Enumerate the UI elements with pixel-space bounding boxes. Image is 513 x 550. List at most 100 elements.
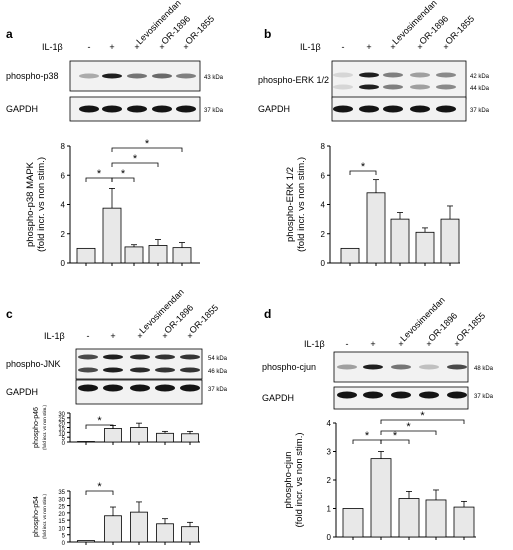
y-tick-label: 15 — [58, 427, 65, 433]
blot-label: GAPDH — [6, 387, 38, 397]
bar — [425, 499, 447, 538]
bar-chart-d: 0 1 2 3 4 * * * * phospho-cjun (fold incr. vs non … — [283, 410, 476, 542]
blot-band — [410, 105, 430, 113]
kda-marker: 37 kDa — [470, 108, 490, 114]
blot-band — [391, 364, 411, 370]
significance-star: * — [97, 481, 102, 493]
blot-band — [78, 367, 98, 373]
bar — [124, 246, 144, 264]
blot-band — [333, 72, 353, 78]
significance-bracket — [111, 162, 159, 167]
panel-d: dIL-1β - + + + +LevosimendanOR-1896OR-1855pho… — [262, 295, 494, 410]
bar — [340, 247, 360, 264]
blot-band — [447, 364, 467, 370]
blot-gapdh: GAPDH 37 kDa — [258, 96, 490, 122]
bar — [102, 207, 122, 264]
significance-star: * — [145, 138, 150, 150]
blot-band — [419, 391, 439, 399]
treatment-sign: + — [417, 42, 422, 52]
y-axis-sublabel: (fold incr. vs non stim.) — [296, 157, 307, 252]
drug-label: OR-1855 — [443, 14, 476, 47]
blot-band — [447, 391, 467, 399]
y-tick-label: 2 — [327, 476, 332, 485]
drug-label: Levosimendan — [390, 0, 438, 46]
blot-phospho: phospho-ERK 1/2 42 kDa 44 kDa — [258, 60, 490, 100]
treatment-sign: - — [88, 42, 91, 52]
blot-band — [337, 364, 357, 370]
treatment-sign: + — [426, 339, 431, 349]
blot-frame — [75, 348, 203, 380]
bar — [76, 247, 96, 264]
y-axis-label: phospho-p38 MAPK — [25, 161, 36, 247]
bar — [390, 218, 410, 264]
kda-marker: 37 kDa — [204, 108, 224, 114]
blot-band — [78, 384, 98, 392]
bar — [104, 428, 122, 443]
y-tick-label: 4 — [327, 419, 332, 428]
blot-band — [176, 105, 196, 113]
y-tick-label: 4 — [321, 201, 326, 210]
y-tick-label: 2 — [321, 230, 326, 239]
bar — [172, 247, 192, 264]
kda-marker: 46 kDa — [208, 369, 228, 375]
significance-bracket — [85, 490, 114, 495]
treatment-label: IL-1β — [304, 339, 325, 349]
y-axis-label: phospho-cjun — [283, 451, 294, 508]
treatment-sign: + — [443, 42, 448, 52]
bar — [77, 540, 95, 543]
bar — [366, 192, 386, 264]
panel-c: cIL-1β - + + + +LevosimendanOR-1896OR-1855pho… — [6, 287, 228, 405]
blot-band — [176, 73, 196, 79]
y-tick-label: 0 — [62, 541, 66, 547]
blot-band — [155, 384, 175, 392]
blot-band — [436, 84, 456, 90]
bar — [130, 427, 148, 443]
panel-b: bIL-1β - + + + +LevosimendanOR-1896OR-1855pho… — [258, 0, 490, 122]
treatment-sign: + — [162, 331, 167, 341]
kda-marker: 54 kDa — [208, 356, 228, 362]
treatment-sign: + — [370, 339, 375, 349]
panel-a: aIL-1β - + + + +LevosimendanOR-1896OR-1855pho… — [6, 0, 224, 122]
treatment-sign: + — [137, 331, 142, 341]
blot-band — [359, 84, 379, 90]
y-axis-label: phospho-p54 — [33, 496, 40, 537]
treatment-label: IL-1β — [300, 42, 321, 52]
treatment-sign: + — [109, 42, 114, 52]
blot-band — [102, 73, 122, 79]
panel-letter: b — [264, 27, 271, 41]
blot-phospho: phospho-JNK 54 kDa 46 kDa — [6, 348, 228, 380]
blot-band — [410, 84, 430, 90]
blot-band — [103, 367, 123, 373]
blot-band — [436, 105, 456, 113]
blot-band — [419, 364, 439, 370]
bar — [453, 506, 475, 538]
blot-band — [130, 367, 150, 373]
significance-star: * — [406, 421, 411, 433]
blot-band — [337, 391, 357, 399]
y-tick-label: 15 — [58, 519, 65, 525]
blot-label: GAPDH — [258, 104, 290, 114]
blot-band — [359, 72, 379, 78]
treatment-sign: + — [159, 42, 164, 52]
blot-label: phospho-p38 — [6, 71, 59, 81]
blot-band — [180, 384, 200, 392]
y-tick-label: 3 — [327, 448, 332, 457]
y-tick-label: 20 — [58, 422, 65, 428]
panel-letter: a — [6, 27, 13, 41]
blot-band — [363, 391, 383, 399]
drug-label: OR-1855 — [454, 311, 487, 344]
blot-label: GAPDH — [6, 104, 38, 114]
blot-band — [383, 105, 403, 113]
bar — [148, 245, 168, 264]
y-axis-label: phospho-p46 — [33, 407, 40, 448]
kda-marker: 43 kDa — [204, 75, 224, 81]
blot-band — [130, 354, 150, 360]
kda-marker: 44 kDa — [470, 86, 490, 92]
y-tick-label: 0 — [327, 533, 332, 542]
bar — [440, 218, 460, 264]
blot-band — [333, 84, 353, 90]
y-tick-label: 0 — [62, 441, 66, 447]
blot-band — [79, 105, 99, 113]
